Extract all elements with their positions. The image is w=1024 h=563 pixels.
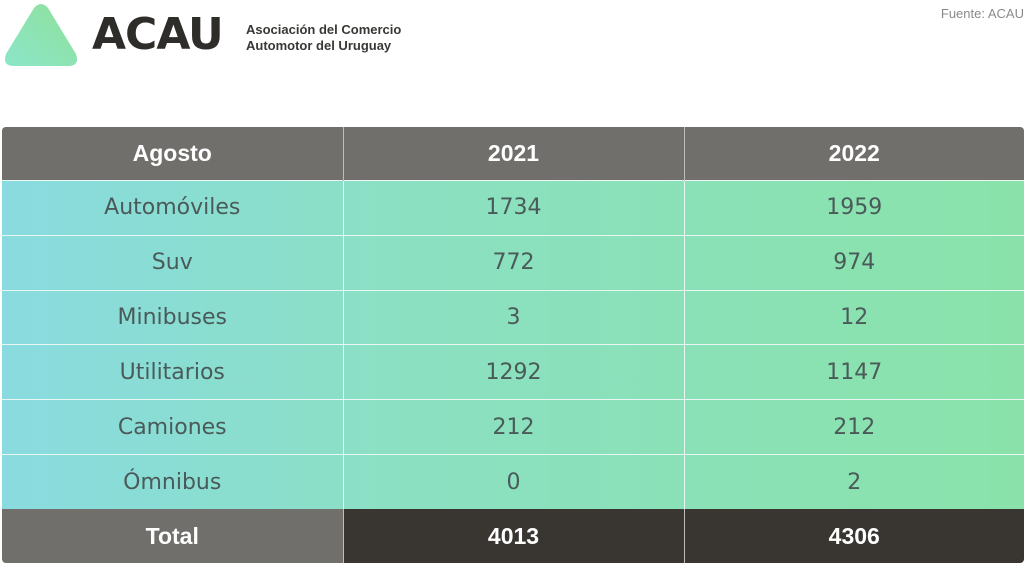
table-row: Utilitarios 1292 1147 <box>2 344 1024 400</box>
organization-name: Asociación del Comercio Automotor del Ur… <box>246 22 401 54</box>
row-category: Automóviles <box>2 180 344 236</box>
cell-2022: 12 <box>684 289 1024 345</box>
cell-2022: 212 <box>684 399 1024 455</box>
cell-2022: 2 <box>684 454 1024 509</box>
header-year-2021: 2021 <box>343 127 685 181</box>
table-row: Minibuses 3 12 <box>2 289 1024 345</box>
cell-2021: 1292 <box>343 344 685 400</box>
logo-wordmark: ACAU <box>92 9 224 60</box>
cell-2021: 0 <box>343 454 685 509</box>
total-2022: 4306 <box>684 509 1024 563</box>
cell-2021: 3 <box>343 289 685 345</box>
table-header: Agosto 2021 2022 <box>2 127 1024 181</box>
total-row: Total 4013 4306 <box>2 509 1024 563</box>
total-label: Total <box>2 509 344 563</box>
total-2021: 4013 <box>343 509 685 563</box>
cell-2022: 974 <box>684 234 1024 291</box>
sales-table: Agosto 2021 2022 Automóviles 1734 1959 S… <box>2 127 1024 563</box>
row-category: Utilitarios <box>2 344 344 400</box>
org-name-line-1: Asociación del Comercio <box>246 22 402 37</box>
acau-logo-icon <box>5 4 77 66</box>
header-month: Agosto <box>2 127 344 181</box>
table-row: Automóviles 1734 1959 <box>2 180 1024 236</box>
row-category: Camiones <box>2 399 344 455</box>
org-name-line-2: Automotor del Uruguay <box>246 38 392 53</box>
cell-2021: 1734 <box>343 180 685 236</box>
header-year-2022: 2022 <box>684 127 1024 181</box>
cell-2022: 1147 <box>684 344 1024 400</box>
row-category: Ómnibus <box>2 454 344 509</box>
table-row: Camiones 212 212 <box>2 399 1024 455</box>
cell-2022: 1959 <box>684 180 1024 236</box>
row-category: Suv <box>2 234 344 291</box>
table-row: Suv 772 974 <box>2 234 1024 291</box>
row-category: Minibuses <box>2 289 344 345</box>
table-row: Ómnibus 0 2 <box>2 454 1024 509</box>
cell-2021: 772 <box>343 234 685 291</box>
source-note: Fuente: ACAU <box>940 6 1024 21</box>
cell-2021: 212 <box>343 399 685 455</box>
